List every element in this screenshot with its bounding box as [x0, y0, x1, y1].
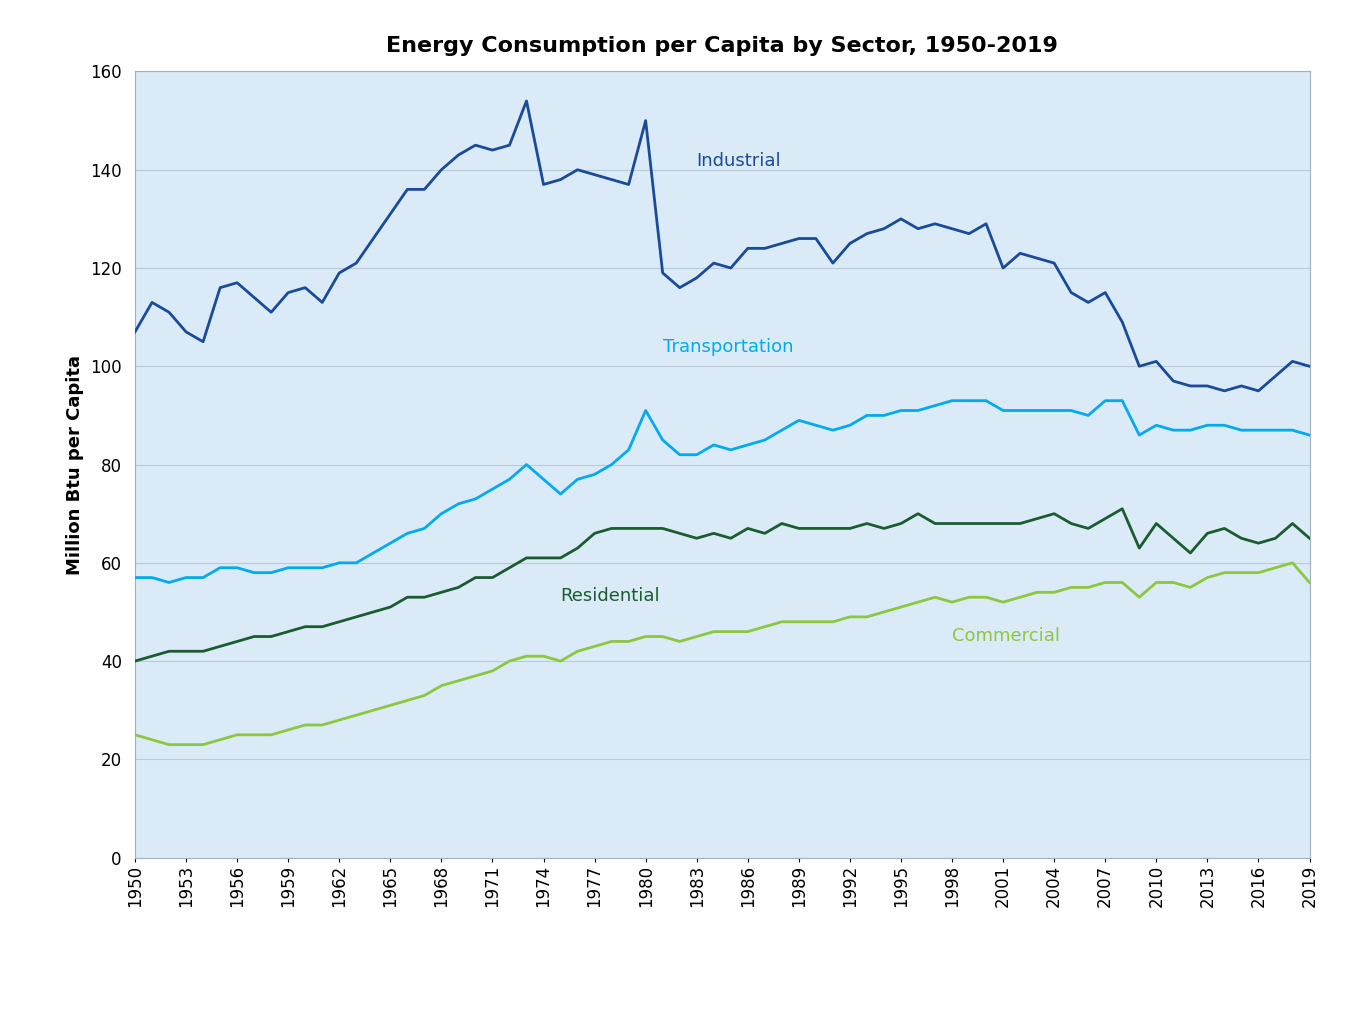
Text: Industrial: Industrial [697, 152, 782, 169]
Title: Energy Consumption per Capita by Sector, 1950-2019: Energy Consumption per Capita by Sector,… [386, 36, 1058, 56]
Text: Residential: Residential [560, 587, 660, 605]
Text: Commercial: Commercial [952, 627, 1060, 644]
Text: Transportation: Transportation [663, 338, 794, 356]
Y-axis label: Million Btu per Capita: Million Btu per Capita [66, 354, 85, 575]
